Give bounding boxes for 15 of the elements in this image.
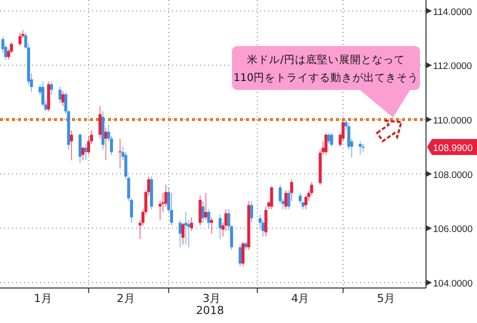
- y-tick-label: 112.0000: [433, 61, 472, 72]
- x-tick-label: 3月: [202, 292, 221, 305]
- y-tick-label: 110.0000: [433, 116, 472, 127]
- x-tick-label: 5月: [376, 292, 395, 305]
- y-tick-label: 114.0000: [433, 6, 472, 18]
- annotation: 米ドル/円は底堅い展開となって 110円をトライする動きが出てきそう: [233, 53, 419, 84]
- callout: 米ドル/円は底堅い展開となって 110円をトライする動きが出てきそう: [232, 46, 420, 118]
- y-tick-label: 106.0000: [433, 224, 473, 236]
- text: 108.9900: [433, 142, 473, 154]
- y-tick-label: 108.0000: [433, 170, 473, 181]
- x-tick-label: 4月: [291, 292, 310, 305]
- x-tick-label: 2月: [116, 292, 135, 305]
- y-tick-label: 104.0000: [433, 278, 473, 290]
- x-tick-label: 1月: [34, 292, 52, 305]
- x-axis-title: 2018: [196, 304, 224, 317]
